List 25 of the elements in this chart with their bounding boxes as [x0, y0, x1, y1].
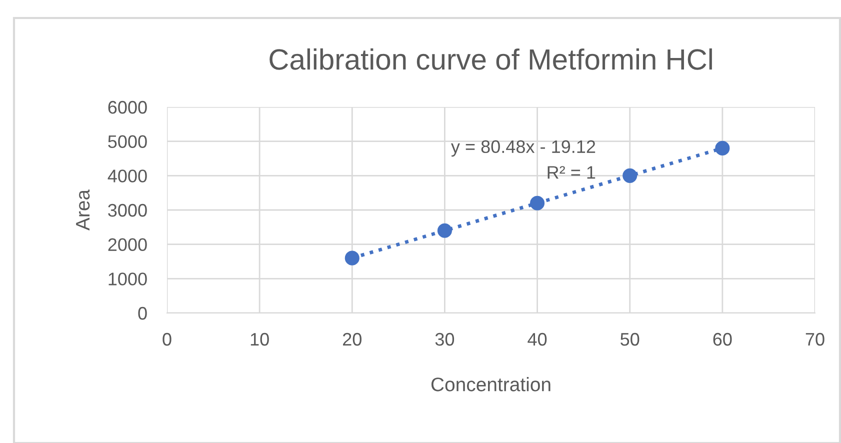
point [622, 168, 638, 183]
x-tick-label: 60 [713, 332, 732, 346]
x-tick-label: 50 [620, 332, 640, 346]
y-tick-label: 5000 [108, 135, 147, 148]
point [715, 140, 730, 156]
x-tick-label: 30 [435, 332, 454, 346]
y-tick-label: 2000 [108, 238, 147, 252]
x-tick-label: 20 [343, 332, 362, 346]
x-axis-title: Concentration [431, 377, 550, 392]
y-tick-label: 3000 [108, 204, 147, 217]
point [530, 196, 545, 210]
x-tick-label: 70 [806, 332, 824, 346]
chart-title: Calibration curve of Metformin HCl [270, 48, 712, 70]
x-tick-label: 40 [528, 332, 547, 346]
y-tick-label: 1000 [108, 272, 147, 286]
y-axis-title: Area [76, 189, 90, 230]
point [437, 223, 452, 238]
point [344, 250, 360, 266]
annotation: R² = 1 [548, 166, 596, 179]
y-tick-label: 6000 [108, 100, 147, 114]
y-tick-label: 0 [138, 306, 147, 320]
x-tick-label: 0 [162, 332, 172, 346]
y-tick-label: 4000 [108, 170, 147, 182]
annotation: y = 80.48x - 19.12 [450, 140, 596, 157]
x-tick-label: 10 [250, 332, 269, 346]
